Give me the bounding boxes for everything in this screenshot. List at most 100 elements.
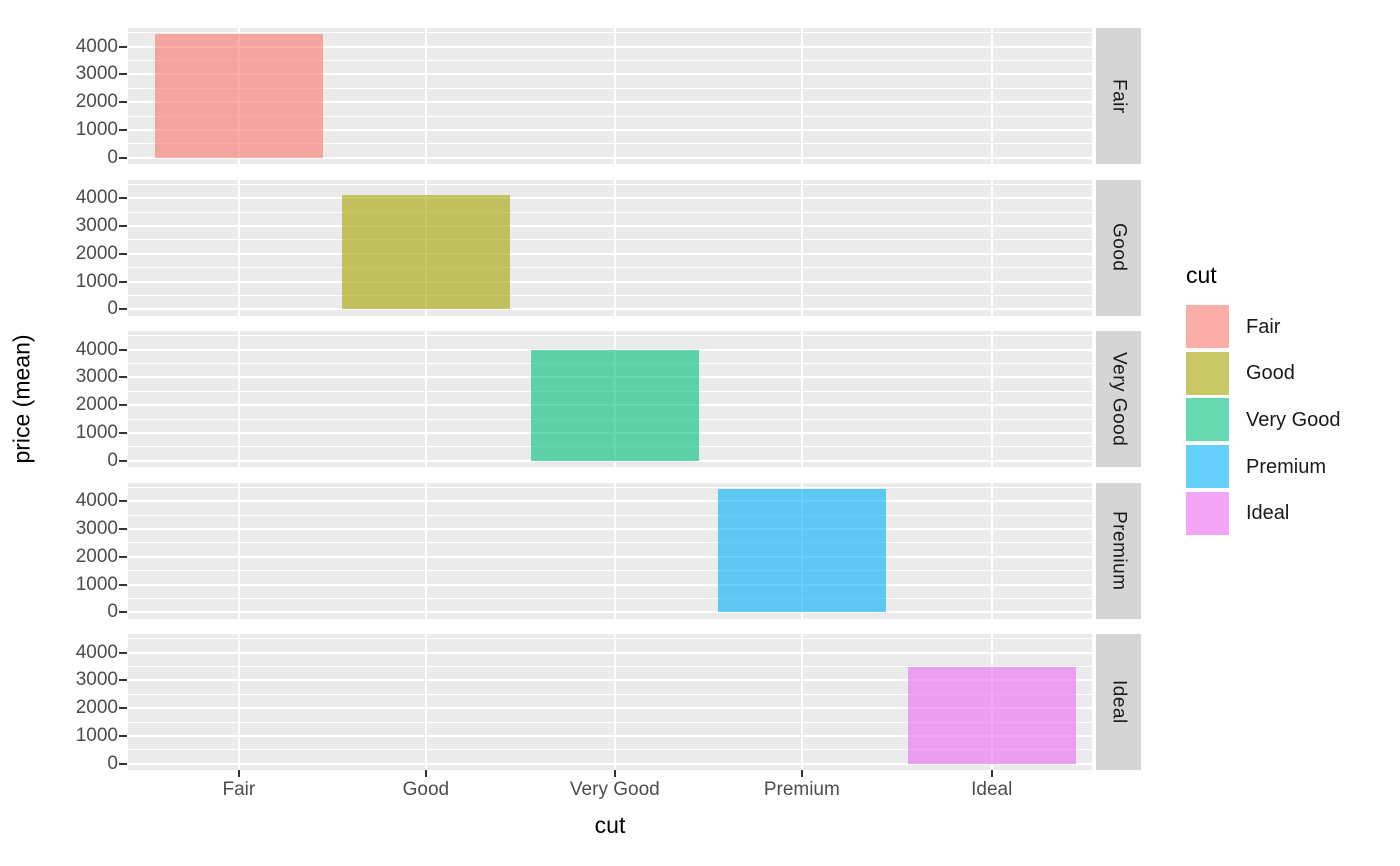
gridline-major (128, 707, 1092, 710)
gridline-major (128, 197, 1092, 200)
facet-strip-label: Premium (1108, 510, 1130, 591)
y-tick-label: 4000 (75, 490, 118, 512)
y-tick-label: 3000 (75, 669, 118, 691)
gridline-major (128, 308, 1092, 311)
gridline-major (128, 45, 1092, 48)
x-tick-label: Fair (222, 779, 256, 800)
gridline-major (128, 500, 1092, 503)
gridline-minor (128, 239, 1092, 241)
x-tick-mark (800, 770, 803, 777)
gridline-major (128, 348, 1092, 351)
y-tick-label: 3000 (75, 63, 118, 85)
x-tick-label: Very Good (569, 779, 660, 800)
bar (341, 195, 510, 310)
legend-title: cut (1186, 262, 1217, 288)
legend-key-label: Very Good (1246, 408, 1341, 431)
legend-key-label: Fair (1246, 315, 1281, 338)
legend-key-swatch (1186, 445, 1229, 489)
gridline-vertical (990, 482, 993, 619)
gridline-major (128, 252, 1092, 255)
x-tick-mark (613, 770, 616, 777)
y-tick-mark (119, 432, 127, 435)
gridline-major (128, 156, 1092, 159)
facet-strip: Premium (1096, 482, 1141, 619)
bar (154, 34, 323, 158)
x-tick-label: Ideal (971, 779, 1013, 800)
y-tick-label: 2000 (75, 242, 118, 264)
gridline-vertical (990, 28, 993, 164)
x-tick-mark (424, 770, 427, 777)
x-tick-label: Good (402, 779, 450, 800)
bar (907, 667, 1076, 764)
gridline-major (128, 129, 1092, 132)
x-axis-title: cut (594, 812, 626, 838)
facet-strip: Good (1096, 179, 1141, 316)
gridline-minor (128, 693, 1092, 695)
y-tick-label: 1000 (75, 725, 118, 747)
y-tick-label: 1000 (75, 270, 118, 292)
y-tick-mark (119, 308, 127, 311)
gridline-minor (128, 335, 1092, 337)
facet-strip: Fair (1096, 28, 1141, 164)
gridline-minor (128, 570, 1092, 572)
facet-strip-label: Good (1108, 223, 1130, 272)
gridline-major (128, 73, 1092, 76)
y-tick-label: 0 (107, 752, 118, 774)
gridline-major (128, 762, 1092, 765)
gridline-minor (128, 294, 1092, 296)
y-tick-mark (119, 583, 127, 586)
gridline-major (128, 651, 1092, 654)
gridline-major (128, 611, 1092, 614)
legend-key-swatch (1186, 305, 1229, 348)
gridline-vertical (613, 634, 616, 770)
gridline-vertical (424, 482, 427, 619)
y-tick-mark (119, 611, 127, 614)
x-tick-mark (237, 770, 240, 777)
gridline-minor (128, 211, 1092, 213)
gridline-vertical (990, 331, 993, 467)
gridline-minor (128, 87, 1092, 89)
y-tick-mark (119, 129, 127, 132)
gridline-major (128, 459, 1092, 462)
gridline-vertical (424, 28, 427, 164)
gridline-minor (128, 597, 1092, 599)
y-tick-mark (119, 197, 127, 200)
gridline-vertical (990, 179, 993, 316)
y-tick-label: 4000 (75, 641, 118, 663)
gridline-minor (128, 32, 1092, 34)
y-tick-label: 2000 (75, 697, 118, 719)
y-tick-label: 0 (107, 298, 118, 320)
facet-panel (128, 179, 1092, 316)
y-tick-label: 3000 (75, 517, 118, 539)
gridline-minor (128, 267, 1092, 269)
legend-key-label: Ideal (1246, 502, 1290, 525)
gridline-major (128, 583, 1092, 586)
facet-strip-label: Ideal (1108, 680, 1130, 724)
y-tick-label: 1000 (75, 573, 118, 595)
y-tick-mark (119, 376, 127, 379)
gridline-vertical (237, 331, 240, 467)
y-tick-mark (119, 527, 127, 530)
facet-panel (128, 28, 1092, 164)
y-tick-label: 2000 (75, 91, 118, 113)
facet-strip: Ideal (1096, 634, 1141, 770)
gridline-major (128, 555, 1092, 558)
gridline-minor (128, 749, 1092, 751)
gridline-vertical (613, 28, 616, 164)
legend-key-swatch (1186, 398, 1229, 442)
y-tick-label: 4000 (75, 35, 118, 57)
gridline-minor (128, 514, 1092, 516)
y-tick-mark (119, 73, 127, 76)
y-axis-title: price (mean) (8, 334, 35, 464)
y-tick-mark (119, 707, 127, 710)
y-tick-label: 0 (107, 601, 118, 623)
facet-strip-label: Fair (1108, 78, 1130, 114)
gridline-minor (128, 115, 1092, 117)
y-tick-label: 3000 (75, 214, 118, 236)
y-tick-mark (119, 224, 127, 227)
y-tick-label: 4000 (75, 187, 118, 209)
y-tick-label: 1000 (75, 119, 118, 141)
y-tick-mark (119, 735, 127, 738)
legend-key-swatch (1186, 491, 1229, 535)
